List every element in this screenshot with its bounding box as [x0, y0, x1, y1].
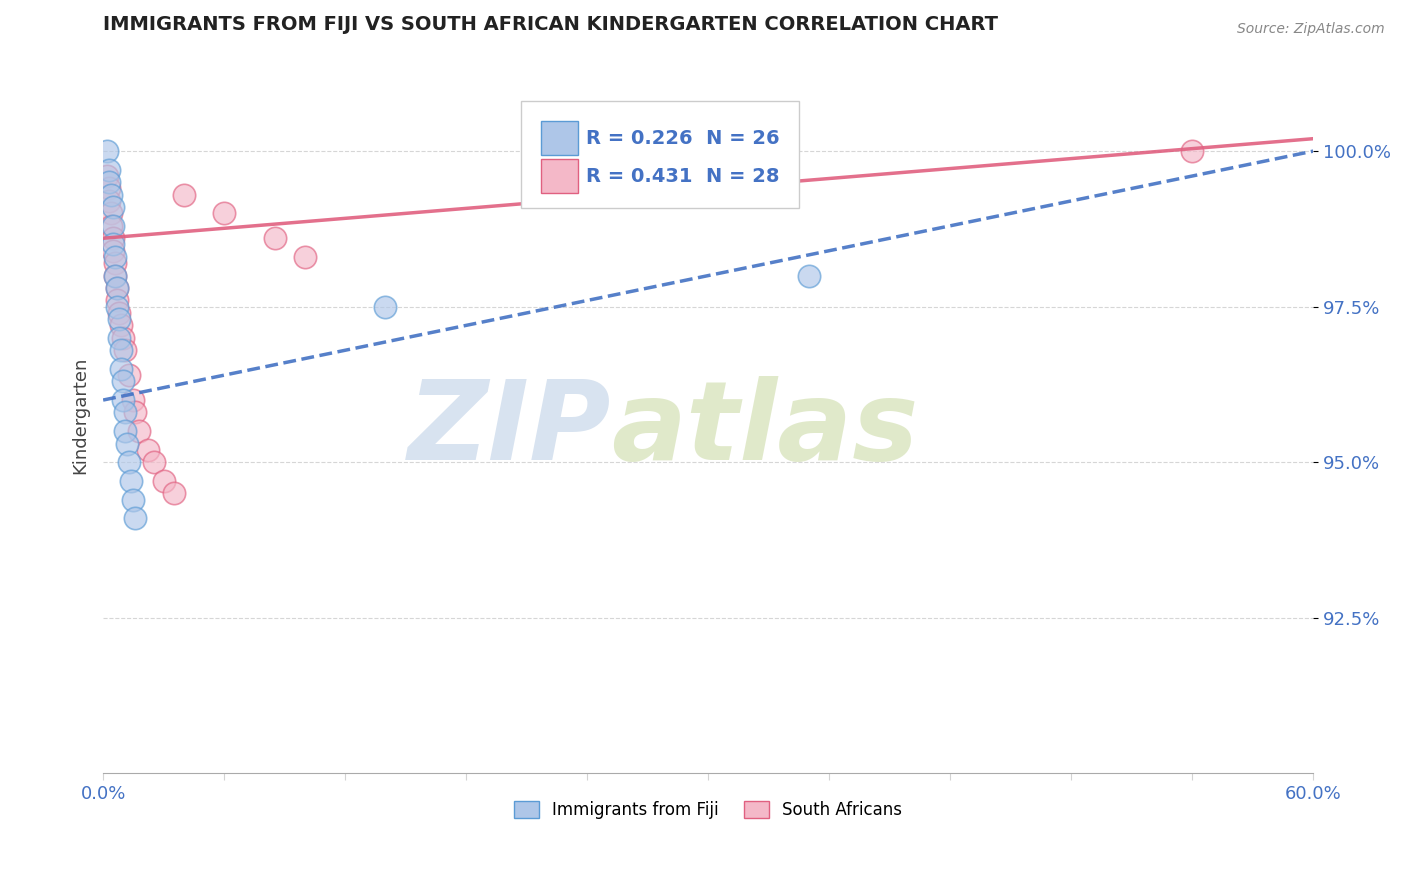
- Point: [114, 343, 136, 358]
- Point: [100, 187, 122, 202]
- Point: [212, 206, 235, 220]
- Point: [104, 256, 127, 270]
- Point: [104, 268, 127, 283]
- Point: [103, 231, 125, 245]
- Point: [136, 442, 159, 457]
- Point: [104, 268, 127, 283]
- Point: [1181, 144, 1204, 158]
- Point: [152, 474, 174, 488]
- Point: [122, 492, 145, 507]
- Point: [98, 194, 121, 208]
- Point: [98, 162, 121, 177]
- Point: [105, 300, 128, 314]
- Point: [96, 144, 118, 158]
- Point: [103, 244, 125, 258]
- Text: IMMIGRANTS FROM FIJI VS SOUTH AFRICAN KINDERGARTEN CORRELATION CHART: IMMIGRANTS FROM FIJI VS SOUTH AFRICAN KI…: [103, 15, 998, 34]
- FancyBboxPatch shape: [541, 160, 578, 193]
- Point: [374, 300, 396, 314]
- Point: [114, 405, 136, 419]
- Point: [105, 293, 128, 308]
- Point: [98, 175, 121, 189]
- Point: [118, 455, 141, 469]
- Point: [114, 424, 136, 438]
- Point: [120, 474, 142, 488]
- FancyBboxPatch shape: [520, 101, 799, 208]
- Point: [263, 231, 285, 245]
- Point: [118, 368, 141, 383]
- Point: [110, 318, 132, 333]
- Point: [163, 486, 186, 500]
- Point: [112, 392, 135, 407]
- Text: R = 0.226  N = 26: R = 0.226 N = 26: [586, 129, 779, 148]
- Text: atlas: atlas: [612, 376, 918, 483]
- Point: [108, 306, 131, 320]
- Point: [122, 392, 145, 407]
- Text: Source: ZipAtlas.com: Source: ZipAtlas.com: [1237, 22, 1385, 37]
- Text: ZIP: ZIP: [408, 376, 612, 483]
- Point: [100, 206, 122, 220]
- Point: [105, 281, 128, 295]
- Point: [110, 362, 132, 376]
- Legend: Immigrants from Fiji, South Africans: Immigrants from Fiji, South Africans: [508, 795, 910, 826]
- Point: [110, 343, 132, 358]
- Point: [124, 405, 146, 419]
- Point: [112, 331, 135, 345]
- Point: [100, 219, 122, 233]
- Point: [173, 187, 195, 202]
- Point: [117, 436, 139, 450]
- Point: [104, 250, 127, 264]
- Point: [108, 312, 131, 326]
- Point: [103, 219, 125, 233]
- Point: [112, 375, 135, 389]
- Y-axis label: Kindergarten: Kindergarten: [72, 357, 89, 475]
- Text: R = 0.431  N = 28: R = 0.431 N = 28: [586, 167, 779, 186]
- Point: [105, 281, 128, 295]
- Point: [294, 250, 316, 264]
- Point: [797, 268, 820, 283]
- Point: [98, 181, 121, 195]
- Point: [103, 200, 125, 214]
- Point: [124, 511, 146, 525]
- Point: [103, 237, 125, 252]
- Point: [108, 331, 131, 345]
- Point: [96, 169, 118, 183]
- Point: [142, 455, 165, 469]
- Point: [128, 424, 150, 438]
- FancyBboxPatch shape: [541, 121, 578, 155]
